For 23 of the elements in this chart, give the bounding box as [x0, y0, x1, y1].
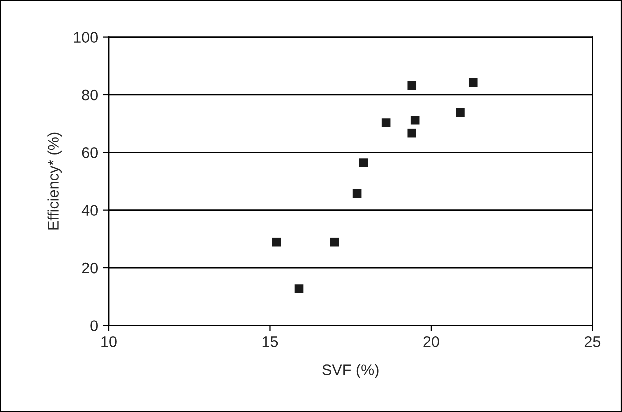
point: [352, 189, 362, 198]
x-axis-title: SVF (%): [322, 364, 379, 378]
x-tick-label: 25: [584, 336, 601, 348]
x-tick-label: 20: [424, 336, 440, 348]
x-tick-label: 10: [102, 336, 117, 348]
point: [456, 108, 465, 117]
y-tick-label: 0: [90, 320, 98, 332]
y-axis-title: Efficiency* (%): [48, 132, 62, 230]
point: [408, 128, 417, 138]
point: [468, 78, 478, 88]
point: [272, 238, 282, 247]
point: [382, 118, 391, 128]
point: [294, 284, 304, 294]
y-tick-label: 80: [82, 90, 98, 101]
y-tick-label: 100: [74, 32, 98, 43]
x-tick-label: 15: [262, 336, 278, 348]
point: [408, 81, 417, 90]
point: [410, 116, 420, 125]
y-tick-label: 60: [82, 148, 98, 158]
point: [330, 238, 340, 247]
point: [359, 158, 368, 168]
y-tick-label: 20: [82, 262, 98, 274]
y-tick-label: 40: [82, 205, 98, 216]
